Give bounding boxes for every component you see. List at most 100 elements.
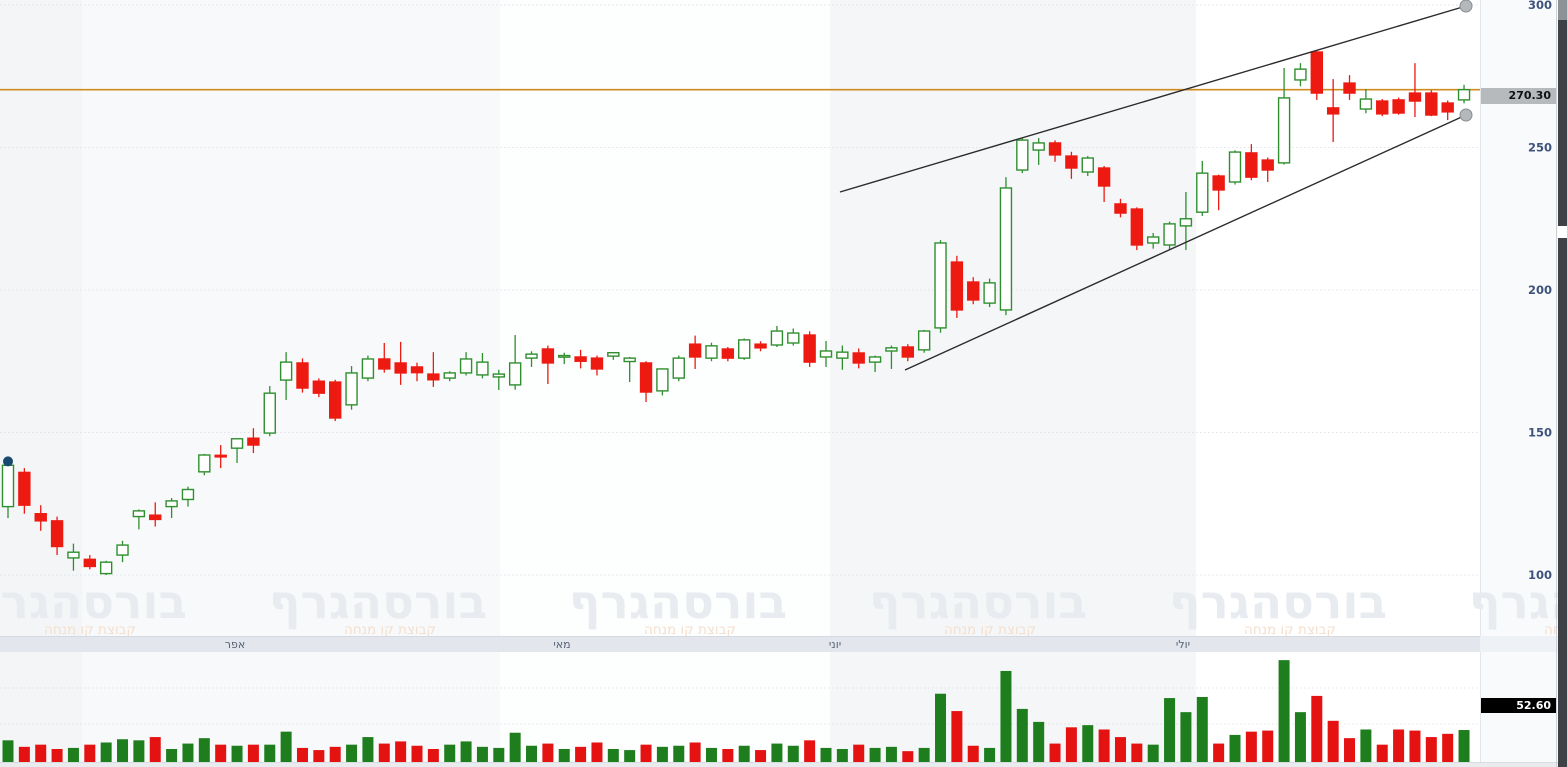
- scrollbar-notch[interactable]: [1558, 226, 1567, 238]
- watermark-brand: בורסהגרף: [869, 575, 1087, 630]
- candle-body: [1196, 172, 1209, 213]
- volume-bar: [1098, 729, 1110, 762]
- watermark-brand: בורסהגרף: [569, 575, 787, 630]
- candle-body: [1376, 100, 1389, 115]
- volume-bar: [215, 744, 227, 762]
- trendline[interactable]: [904, 114, 1467, 371]
- candle-body: [754, 343, 767, 349]
- volume-bar: [362, 737, 374, 762]
- volume-bar: [575, 746, 587, 762]
- candle-body: [181, 488, 195, 501]
- volume-bar: [509, 732, 521, 762]
- volume-bar: [526, 745, 538, 762]
- candle-body: [983, 282, 996, 304]
- candle-body: [279, 361, 293, 381]
- candle-body: [459, 358, 473, 374]
- volume-bar: [264, 744, 276, 762]
- candle-body: [1261, 159, 1274, 171]
- axis-right-border: [1556, 0, 1557, 767]
- volume-bar: [427, 748, 439, 762]
- scrollbar-top-cap[interactable]: [1558, 0, 1567, 20]
- candle-body: [1228, 151, 1242, 183]
- candle-body: [1277, 97, 1291, 164]
- background-band: [1196, 0, 1480, 762]
- volume-bar: [705, 747, 717, 762]
- volume-bar: [787, 745, 799, 762]
- volume-bar: [1409, 730, 1421, 762]
- candle-body: [721, 348, 735, 359]
- volume-bar: [476, 746, 488, 762]
- candle-body: [672, 357, 685, 379]
- trendline-handle[interactable]: [1459, 108, 1473, 122]
- candle-body: [1310, 51, 1324, 94]
- scrollbar[interactable]: [1558, 0, 1567, 767]
- volume-bar: [820, 747, 832, 762]
- volume-bar: [149, 737, 161, 762]
- volume-bar: [1262, 730, 1274, 762]
- volume-bar: [722, 748, 734, 762]
- bottom-strip: [0, 763, 1558, 767]
- candle-body: [116, 544, 129, 556]
- watermark-brand: בורסהגרף: [1169, 575, 1387, 630]
- volume-bar: [84, 744, 96, 762]
- volume-bar: [1131, 743, 1143, 762]
- volume-bar: [869, 747, 881, 762]
- volume-bar: [1278, 660, 1290, 762]
- trendline-handle[interactable]: [1459, 0, 1473, 13]
- volume-bar: [689, 742, 701, 762]
- candle-body: [819, 350, 833, 358]
- volume-bar: [1213, 743, 1225, 762]
- watermark-brand: בורסהגרף: [1469, 575, 1558, 630]
- volume-bar: [493, 747, 505, 762]
- candle-body: [1, 464, 15, 508]
- candle-body: [83, 558, 97, 568]
- candle-body: [803, 334, 816, 363]
- volume-bar: [117, 739, 129, 762]
- volume-bar: [1016, 708, 1028, 762]
- volume-bar: [411, 745, 423, 762]
- candle-body: [1048, 142, 1062, 156]
- candle-body: [1343, 82, 1356, 94]
- volume-bar: [624, 750, 636, 762]
- volume-bar: [951, 711, 963, 762]
- volume-bar: [1082, 725, 1094, 762]
- candle-body: [868, 356, 882, 363]
- volume-bar: [1033, 721, 1045, 762]
- candle-body: [1294, 68, 1307, 81]
- month-axis-strip: [0, 636, 1480, 652]
- volume-bar: [967, 745, 979, 762]
- candle-body: [263, 392, 276, 434]
- series-start-dot: [3, 456, 13, 467]
- watermark-brand: בורסהגרף: [269, 575, 487, 630]
- volume-bar: [1147, 744, 1159, 762]
- volume-bar: [198, 738, 210, 762]
- trendline[interactable]: [839, 5, 1467, 193]
- candle-body: [492, 373, 505, 378]
- month-axis-strip-axis-part: [1480, 636, 1558, 652]
- candle-body: [950, 261, 964, 311]
- candle-body: [394, 362, 407, 374]
- volume-bar: [771, 743, 783, 762]
- candle-body: [738, 339, 751, 359]
- volume-bar: [329, 746, 341, 762]
- volume-bar: [1311, 695, 1323, 762]
- volume-bar: [280, 731, 292, 762]
- last-volume-label: 52.60: [1481, 698, 1557, 713]
- watermark-subtitle: קבוצת קו מנחה: [44, 622, 136, 638]
- volume-bar: [542, 743, 554, 762]
- volume-bar: [885, 746, 897, 762]
- candle-body: [607, 352, 620, 357]
- month-label: יוני: [829, 638, 841, 651]
- candle-body: [1016, 139, 1029, 171]
- candle-body: [132, 510, 146, 518]
- candle-body: [1163, 223, 1176, 246]
- volume-bar: [1442, 733, 1454, 762]
- candle-body: [1032, 142, 1045, 151]
- volume-bar: [100, 742, 112, 762]
- candle-body: [1130, 208, 1144, 246]
- candle-body: [476, 361, 489, 376]
- watermark-subtitle: קבוצת קו מנחה: [344, 622, 436, 638]
- candle-body: [705, 345, 718, 359]
- candle-body: [967, 281, 980, 301]
